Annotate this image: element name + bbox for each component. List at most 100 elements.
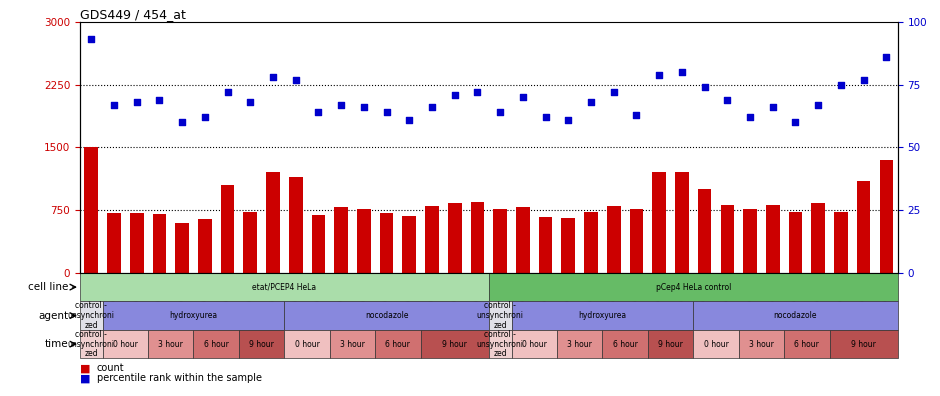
Bar (152, 214, 166, 273)
Bar (652, 172, 666, 273)
Text: nocodazole: nocodazole (774, 311, 817, 320)
Point (493, 109, 508, 115)
Bar (285, 330, 330, 358)
Point (379, 109, 394, 115)
Text: 9 hour: 9 hour (249, 340, 274, 348)
Bar (511, 301, 694, 330)
Text: 9 hour: 9 hour (658, 340, 683, 348)
Bar (489, 301, 511, 330)
Point (720, 97, 735, 103)
Text: percentile rank within the sample: percentile rank within the sample (97, 373, 262, 383)
Bar (266, 172, 280, 273)
Bar (489, 330, 511, 358)
Bar (489, 273, 898, 301)
Bar (194, 330, 239, 358)
Point (515, 94, 530, 100)
Text: time: time (45, 339, 69, 349)
Bar (330, 330, 375, 358)
Bar (130, 213, 144, 273)
Bar (425, 206, 439, 273)
Text: hydroxyurea: hydroxyurea (169, 311, 217, 320)
Text: 6 hour: 6 hour (385, 340, 411, 348)
Point (311, 109, 326, 115)
Text: 9 hour: 9 hour (443, 340, 467, 348)
Bar (607, 206, 620, 273)
Bar (556, 330, 603, 358)
Text: pCep4 HeLa control: pCep4 HeLa control (655, 283, 731, 291)
Point (697, 84, 713, 90)
Bar (648, 330, 693, 358)
Point (743, 114, 758, 120)
Bar (243, 212, 257, 273)
Point (152, 97, 167, 103)
Bar (766, 205, 779, 273)
Bar (784, 330, 829, 358)
Bar (675, 172, 689, 273)
Point (425, 104, 440, 110)
Point (561, 116, 576, 123)
Bar (239, 330, 284, 358)
Text: control -
unsynchroni
zed: control - unsynchroni zed (68, 301, 115, 330)
Bar (561, 218, 575, 273)
Point (651, 71, 666, 78)
Bar (102, 330, 149, 358)
Text: 9 hour: 9 hour (852, 340, 876, 348)
Bar (149, 330, 194, 358)
Point (289, 76, 304, 83)
Bar (447, 204, 462, 273)
Text: etat/PCEP4 HeLa: etat/PCEP4 HeLa (252, 283, 317, 291)
Point (470, 89, 485, 95)
Point (788, 119, 803, 126)
Point (220, 89, 235, 95)
Bar (357, 209, 370, 273)
Bar (311, 215, 325, 273)
Bar (693, 330, 739, 358)
Bar (85, 147, 98, 273)
Text: ■: ■ (80, 363, 90, 373)
Point (765, 104, 780, 110)
Point (834, 82, 849, 88)
Point (810, 101, 825, 108)
Text: ■: ■ (80, 373, 90, 383)
Bar (603, 330, 648, 358)
Bar (471, 202, 484, 273)
Point (401, 116, 416, 123)
Text: 0 hour: 0 hour (294, 340, 320, 348)
Bar (744, 209, 757, 273)
Point (674, 69, 689, 75)
Bar (829, 330, 898, 358)
Text: 0 hour: 0 hour (522, 340, 547, 348)
Point (106, 101, 121, 108)
Bar (539, 217, 553, 273)
Bar (80, 301, 102, 330)
Bar (494, 209, 507, 273)
Text: GDS449 / 454_at: GDS449 / 454_at (80, 8, 186, 21)
Text: 0 hour: 0 hour (113, 340, 138, 348)
Text: 6 hour: 6 hour (794, 340, 820, 348)
Bar (107, 213, 120, 273)
Point (243, 99, 258, 105)
Bar (402, 216, 416, 273)
Text: 0 hour: 0 hour (703, 340, 728, 348)
Point (879, 54, 894, 60)
Bar (421, 330, 489, 358)
Point (265, 74, 280, 80)
Bar (80, 330, 102, 358)
Point (84, 36, 99, 42)
Bar (697, 189, 712, 273)
Bar (375, 330, 421, 358)
Bar (880, 160, 893, 273)
Bar (811, 204, 825, 273)
Bar (102, 301, 285, 330)
Bar (789, 212, 802, 273)
Bar (516, 207, 530, 273)
Point (356, 104, 371, 110)
Bar (175, 223, 189, 273)
Point (584, 99, 599, 105)
Point (334, 101, 349, 108)
Bar (739, 330, 784, 358)
Bar (198, 219, 212, 273)
Bar (289, 177, 303, 273)
Bar (584, 212, 598, 273)
Bar (834, 212, 848, 273)
